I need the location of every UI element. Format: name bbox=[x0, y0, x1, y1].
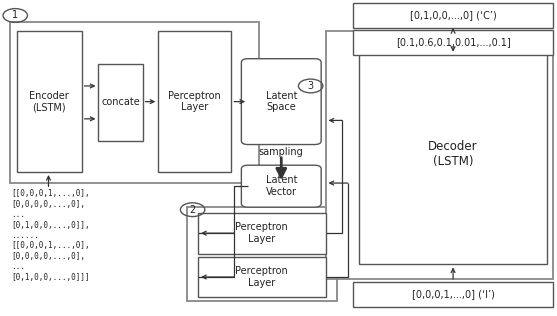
Text: [0.1,0.6,0.1,0.01,...,0.1]: [0.1,0.6,0.1,0.01,...,0.1] bbox=[395, 37, 510, 47]
FancyBboxPatch shape bbox=[326, 31, 553, 279]
Text: Decoder
(LSTM): Decoder (LSTM) bbox=[428, 140, 478, 168]
Text: Perceptron
Layer: Perceptron Layer bbox=[236, 222, 289, 244]
Text: Perceptron
Layer: Perceptron Layer bbox=[236, 266, 289, 288]
FancyBboxPatch shape bbox=[9, 22, 259, 183]
Text: Latent
Vector: Latent Vector bbox=[266, 175, 297, 197]
FancyBboxPatch shape bbox=[353, 3, 553, 28]
Text: 2: 2 bbox=[189, 205, 196, 215]
Text: [0,0,0,1,...,0] (‘I’): [0,0,0,1,...,0] (‘I’) bbox=[412, 289, 495, 299]
Text: sampling: sampling bbox=[259, 147, 304, 157]
Text: 3: 3 bbox=[307, 81, 314, 91]
Text: concate: concate bbox=[101, 97, 140, 107]
FancyBboxPatch shape bbox=[353, 282, 553, 307]
FancyBboxPatch shape bbox=[198, 257, 326, 297]
Text: [0,1,0,0,...,0] (‘C’): [0,1,0,0,...,0] (‘C’) bbox=[410, 10, 496, 21]
FancyBboxPatch shape bbox=[359, 44, 548, 264]
FancyBboxPatch shape bbox=[241, 165, 321, 207]
FancyBboxPatch shape bbox=[187, 207, 336, 301]
FancyBboxPatch shape bbox=[198, 213, 326, 253]
FancyBboxPatch shape bbox=[158, 31, 231, 172]
Text: Encoder
(LSTM): Encoder (LSTM) bbox=[30, 91, 69, 112]
FancyBboxPatch shape bbox=[241, 59, 321, 144]
FancyBboxPatch shape bbox=[17, 31, 82, 172]
Text: Perceptron
Layer: Perceptron Layer bbox=[168, 91, 221, 112]
Text: 1: 1 bbox=[12, 10, 18, 21]
FancyBboxPatch shape bbox=[353, 30, 553, 55]
FancyBboxPatch shape bbox=[99, 64, 143, 141]
Text: Latent
Space: Latent Space bbox=[266, 91, 297, 112]
Text: [[0,0,0,1,...,0],
[0,0,0,0,...,0],
...
[0,1,0,0,...,0]],
......
[[0,0,0,1,...,0]: [[0,0,0,1,...,0], [0,0,0,0,...,0], ... [… bbox=[11, 189, 90, 282]
